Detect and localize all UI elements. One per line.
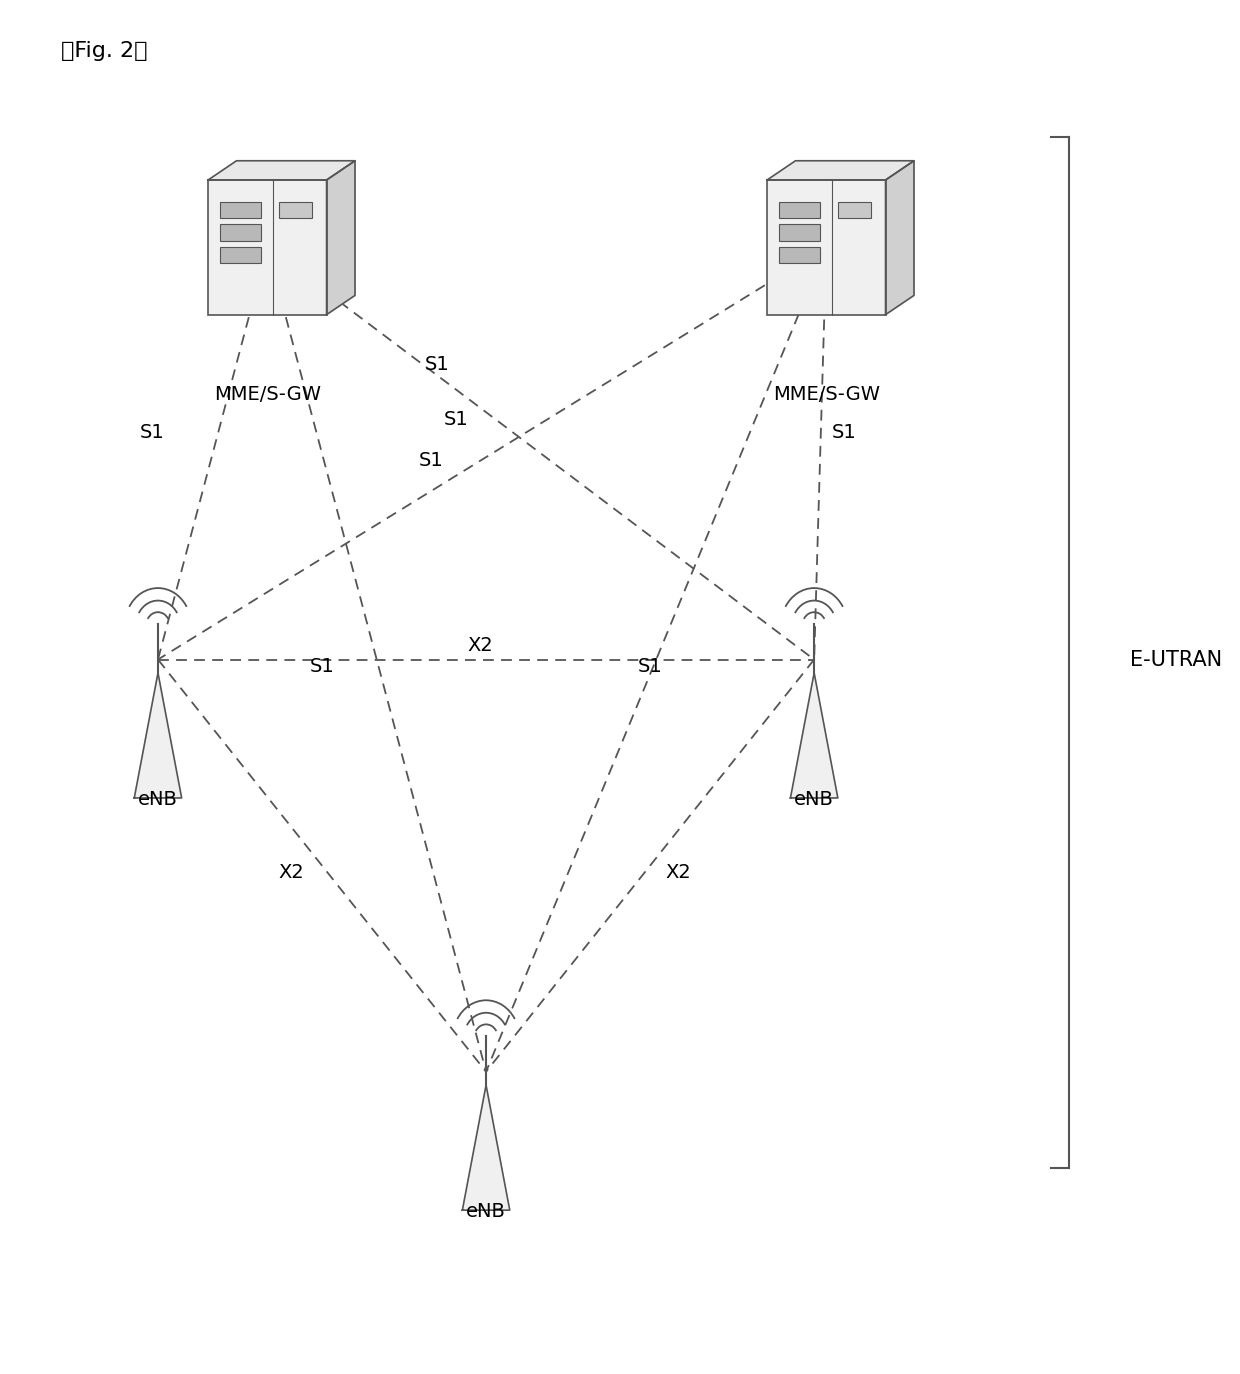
Bar xyxy=(768,180,885,315)
Text: eNB: eNB xyxy=(466,1202,506,1221)
Bar xyxy=(779,224,821,240)
Bar xyxy=(219,247,262,264)
Polygon shape xyxy=(885,161,914,315)
Bar xyxy=(838,202,872,217)
Text: X2: X2 xyxy=(279,863,305,882)
Bar xyxy=(219,224,262,240)
Polygon shape xyxy=(768,161,914,180)
Text: eNB: eNB xyxy=(794,790,835,809)
Bar xyxy=(779,202,821,217)
Bar xyxy=(219,202,262,217)
Text: S1: S1 xyxy=(425,354,450,374)
Polygon shape xyxy=(134,673,182,798)
Text: MME/S-GW: MME/S-GW xyxy=(213,385,321,404)
Text: eNB: eNB xyxy=(138,790,177,809)
Text: S1: S1 xyxy=(832,423,857,442)
Text: S1: S1 xyxy=(310,657,335,676)
Text: X2: X2 xyxy=(665,863,691,882)
Text: 【Fig. 2】: 【Fig. 2】 xyxy=(61,41,148,62)
Text: E-UTRAN: E-UTRAN xyxy=(1130,650,1223,669)
Text: S1: S1 xyxy=(637,657,662,676)
Polygon shape xyxy=(208,161,355,180)
Polygon shape xyxy=(463,1085,510,1210)
Bar xyxy=(208,180,326,315)
Text: X2: X2 xyxy=(467,636,492,655)
Polygon shape xyxy=(790,673,838,798)
Text: S1: S1 xyxy=(419,451,444,470)
Text: S1: S1 xyxy=(140,423,164,442)
Bar xyxy=(279,202,312,217)
Bar xyxy=(779,247,821,264)
Text: MME/S-GW: MME/S-GW xyxy=(773,385,880,404)
Polygon shape xyxy=(326,161,355,315)
Text: S1: S1 xyxy=(444,409,467,429)
